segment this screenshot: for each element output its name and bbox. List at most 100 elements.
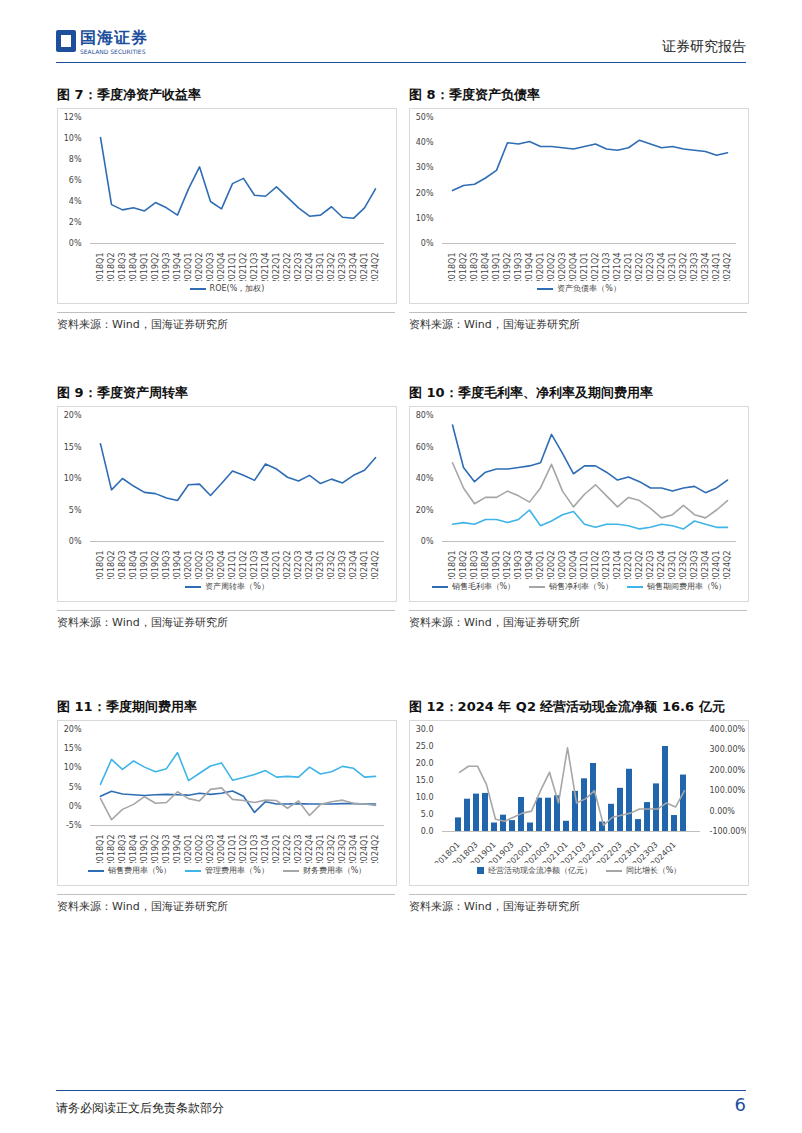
svg-text:2021Q3: 2021Q3 (250, 551, 259, 580)
svg-text:-5%: -5% (66, 821, 82, 830)
svg-text:2020Q1: 2020Q1 (536, 551, 545, 580)
svg-text:12%: 12% (64, 113, 82, 122)
svg-text:2019Q4: 2019Q4 (525, 551, 534, 580)
svg-text:2023Q2: 2023Q2 (327, 551, 336, 580)
svg-text:0%: 0% (421, 537, 434, 546)
svg-text:2021Q3: 2021Q3 (602, 253, 611, 282)
svg-text:10.0: 10.0 (416, 793, 434, 802)
svg-text:2019Q4: 2019Q4 (173, 551, 182, 580)
svg-text:2022Q2: 2022Q2 (283, 835, 292, 864)
svg-text:2023Q1: 2023Q1 (668, 253, 677, 282)
svg-text:2021Q1: 2021Q1 (228, 835, 237, 864)
svg-text:2020Q4: 2020Q4 (217, 835, 226, 864)
svg-text:2022Q4: 2022Q4 (657, 253, 666, 282)
svg-text:300.00%: 300.00% (710, 745, 746, 754)
svg-text:0.0: 0.0 (421, 827, 434, 836)
svg-text:2020Q2: 2020Q2 (195, 551, 204, 580)
svg-text:0%: 0% (69, 239, 82, 248)
svg-text:2023Q4: 2023Q4 (701, 253, 710, 282)
svg-text:2021Q4: 2021Q4 (613, 253, 622, 282)
svg-text:2022Q1: 2022Q1 (624, 253, 633, 282)
svg-text:2021Q3: 2021Q3 (602, 551, 611, 580)
svg-text:2018Q4: 2018Q4 (129, 835, 138, 864)
svg-text:2023Q2: 2023Q2 (679, 551, 688, 580)
svg-text:2020Q1: 2020Q1 (184, 253, 193, 282)
svg-text:20%: 20% (416, 189, 434, 198)
svg-text:2021Q1: 2021Q1 (228, 551, 237, 580)
svg-text:2019Q2: 2019Q2 (503, 253, 512, 282)
svg-text:2023Q1: 2023Q1 (668, 551, 677, 580)
svg-text:2020Q2: 2020Q2 (547, 253, 556, 282)
svg-text:2019Q1: 2019Q1 (140, 835, 149, 864)
svg-text:2021Q1: 2021Q1 (580, 551, 589, 580)
svg-text:2022Q2: 2022Q2 (635, 253, 644, 282)
svg-text:2022Q3: 2022Q3 (646, 551, 655, 580)
svg-text:40%: 40% (416, 474, 434, 483)
svg-text:2022Q4: 2022Q4 (305, 835, 314, 864)
svg-text:2021Q4: 2021Q4 (261, 551, 270, 580)
svg-text:2020Q1: 2020Q1 (184, 551, 193, 580)
svg-text:2024Q1: 2024Q1 (360, 551, 369, 580)
svg-text:2021Q2: 2021Q2 (591, 551, 600, 580)
svg-text:20.0: 20.0 (416, 759, 434, 768)
svg-text:2018Q2: 2018Q2 (107, 253, 116, 282)
svg-text:2022Q2: 2022Q2 (283, 551, 292, 580)
svg-text:2021Q2: 2021Q2 (239, 835, 248, 864)
svg-text:2020Q1: 2020Q1 (184, 835, 193, 864)
svg-text:2020Q4: 2020Q4 (217, 551, 226, 580)
svg-text:2023Q3: 2023Q3 (338, 551, 347, 580)
svg-text:2018Q2: 2018Q2 (107, 551, 116, 580)
svg-text:15.0: 15.0 (416, 776, 434, 785)
svg-text:2023Q2: 2023Q2 (679, 253, 688, 282)
svg-text:2019Q1: 2019Q1 (140, 551, 149, 580)
svg-text:2018Q3: 2018Q3 (118, 551, 127, 580)
svg-text:100.00%: 100.00% (710, 786, 746, 795)
svg-text:2018Q4: 2018Q4 (481, 551, 490, 580)
svg-text:2020Q2: 2020Q2 (195, 253, 204, 282)
svg-text:2021Q2: 2021Q2 (239, 253, 248, 282)
svg-text:2%: 2% (69, 218, 82, 227)
svg-text:2022Q3: 2022Q3 (294, 551, 303, 580)
svg-text:10%: 10% (64, 134, 82, 143)
svg-text:25.0: 25.0 (416, 742, 434, 751)
svg-text:2019Q2: 2019Q2 (151, 551, 160, 580)
svg-text:2020Q4: 2020Q4 (569, 551, 578, 580)
svg-text:2018Q4: 2018Q4 (129, 551, 138, 580)
svg-text:2022Q3: 2022Q3 (646, 253, 655, 282)
svg-text:200.00%: 200.00% (710, 766, 746, 775)
svg-text:2023Q3: 2023Q3 (338, 253, 347, 282)
svg-text:2018Q2: 2018Q2 (107, 835, 116, 864)
svg-text:10%: 10% (64, 763, 82, 772)
svg-text:2023Q4: 2023Q4 (701, 551, 710, 580)
svg-text:2019Q1: 2019Q1 (492, 551, 501, 580)
svg-text:20%: 20% (64, 725, 82, 734)
svg-text:2019Q3: 2019Q3 (162, 551, 171, 580)
svg-text:2019Q4: 2019Q4 (173, 253, 182, 282)
svg-text:2023Q1: 2023Q1 (316, 253, 325, 282)
svg-text:2024Q1: 2024Q1 (712, 253, 721, 282)
svg-text:2019Q4: 2019Q4 (525, 253, 534, 282)
svg-text:-100.00%: -100.00% (710, 827, 747, 836)
svg-text:2020Q3: 2020Q3 (206, 835, 215, 864)
svg-text:2023Q4: 2023Q4 (349, 253, 358, 282)
svg-text:2024Q1: 2024Q1 (649, 840, 678, 863)
svg-text:2022Q1: 2022Q1 (272, 253, 281, 282)
svg-text:2023Q1: 2023Q1 (316, 551, 325, 580)
svg-text:2021Q1: 2021Q1 (228, 253, 237, 282)
svg-text:2024Q2: 2024Q2 (371, 835, 380, 864)
svg-text:2019Q3: 2019Q3 (514, 551, 523, 580)
svg-text:2021Q4: 2021Q4 (261, 835, 270, 864)
svg-text:2023Q3: 2023Q3 (690, 253, 699, 282)
svg-text:2021Q4: 2021Q4 (613, 551, 622, 580)
svg-text:5%: 5% (69, 783, 82, 792)
svg-text:5%: 5% (69, 506, 82, 515)
svg-text:50%: 50% (416, 113, 434, 122)
svg-text:2023Q4: 2023Q4 (349, 551, 358, 580)
svg-text:2022Q4: 2022Q4 (305, 551, 314, 580)
svg-text:2020Q4: 2020Q4 (569, 253, 578, 282)
svg-text:2019Q1: 2019Q1 (140, 253, 149, 282)
svg-text:2020Q2: 2020Q2 (547, 551, 556, 580)
svg-text:2024Q2: 2024Q2 (371, 253, 380, 282)
svg-text:400.00%: 400.00% (710, 725, 746, 734)
svg-text:2018Q1: 2018Q1 (96, 551, 105, 580)
